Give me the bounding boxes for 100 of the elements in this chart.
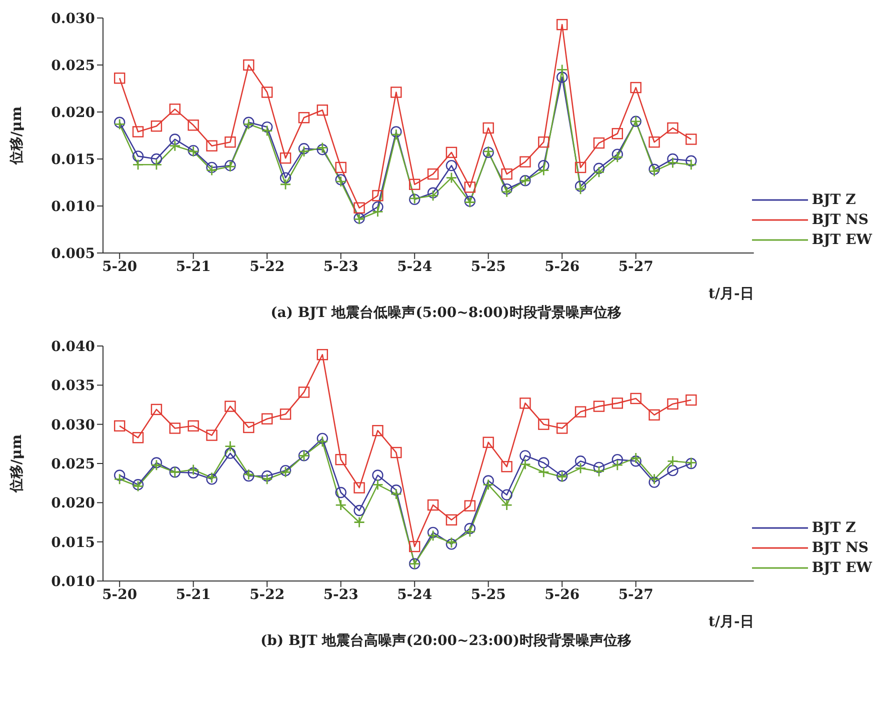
x-tick-label: 5-22 [250,258,285,275]
point [114,72,126,84]
point [206,430,218,441]
x-tick-label: 5-26 [544,258,580,275]
point [427,187,439,198]
point [520,450,531,462]
point [612,128,624,140]
point [354,516,365,528]
point [574,183,586,195]
point [593,137,605,149]
point [132,158,144,170]
legend-label: BJT EW [812,232,872,248]
x-tick-label: 5-24 [397,586,432,603]
point [482,436,494,448]
point [501,489,512,500]
point [280,178,292,190]
point [261,413,273,424]
point [501,168,512,180]
legend-label: BJT EW [812,560,872,576]
y-tick-label: 0.030 [51,10,96,27]
point [372,190,384,202]
y-tick-label: 0.015 [51,534,95,551]
point [206,162,218,174]
point [556,18,568,30]
point [261,125,273,136]
point [446,146,458,158]
point [224,440,236,452]
point [335,499,347,511]
x-tick-label: 5-26 [544,586,580,603]
point [556,422,568,434]
point [574,180,586,192]
point [464,526,476,538]
point [206,140,218,152]
point [520,398,531,409]
y-tick-label: 0.010 [51,198,96,215]
point [390,484,402,496]
point [538,466,550,478]
legend-label: BJT NS [812,212,868,228]
point [630,82,642,94]
point [538,164,550,176]
text: (a) BJT 地震台低噪声(5:00~8:00)时段背景噪声位移 [270,304,622,322]
point [464,522,476,534]
point [224,448,236,459]
point [667,464,678,476]
x-tick-label: 5-27 [618,586,654,603]
point [538,136,550,148]
point [574,406,586,418]
point [372,470,384,481]
point [298,146,310,158]
x-tick-label: 5-24 [397,258,432,275]
point [593,162,605,174]
point [648,136,660,148]
point [188,420,199,432]
point [280,152,292,164]
point [446,172,458,184]
y-tick-label: 0.005 [51,246,95,262]
point [261,473,273,485]
point [224,136,236,148]
point [686,134,697,145]
point [482,475,494,486]
point [520,458,531,470]
point [114,473,126,485]
point [280,408,292,420]
x-tick-label: 5-21 [176,258,211,275]
point [556,64,568,76]
point [482,122,494,134]
y-axis-title: 位移/μm [8,106,25,166]
point [169,422,181,434]
point [685,158,697,170]
point [372,425,384,436]
point [261,470,273,482]
point [335,486,346,498]
point [298,112,310,124]
y-axis-title: 位移/μm [8,434,25,494]
point [372,478,384,490]
point [446,160,458,172]
x-tick-label: 5-23 [323,258,358,275]
point [150,153,162,165]
point [648,476,660,488]
point [408,178,420,190]
point [280,172,292,184]
point [206,164,218,176]
point [446,514,458,526]
point [390,488,402,500]
point [169,104,181,115]
point [188,464,200,476]
y-tick-label: 0.025 [51,456,95,472]
point [574,162,586,174]
legend-label: BJT NS [812,540,868,556]
point [390,86,402,98]
point [316,349,328,360]
point [372,201,384,213]
point [316,104,328,116]
point [667,153,678,165]
point [114,420,126,432]
point [612,148,624,160]
point [132,126,144,138]
y-tick-label: 0.030 [51,417,96,434]
x-axis-title: t/月-日 [708,286,754,302]
point [188,120,199,131]
